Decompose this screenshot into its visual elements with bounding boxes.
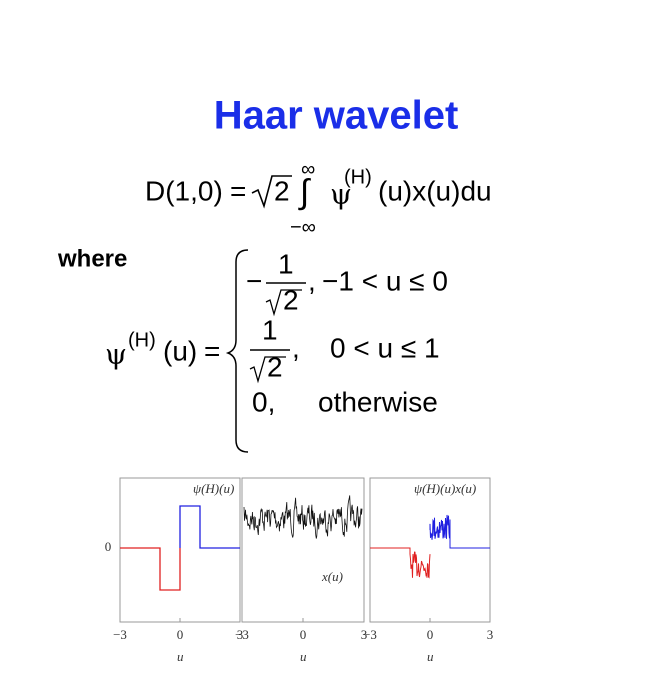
- eq-integrand: (u)x(u)du: [378, 175, 492, 206]
- eq-sup: (H): [344, 166, 372, 188]
- product-pos: [429, 514, 490, 549]
- x-tick-label: 0: [300, 627, 307, 642]
- x-tick-label: 0: [427, 627, 434, 642]
- x-tick-label: 3: [361, 627, 368, 642]
- eq-lhs: D(1,0): [145, 175, 223, 206]
- def-sup: (H): [128, 329, 156, 351]
- plot-frame: [241, 477, 365, 623]
- plot-label: ψ(H)(u)x(u): [414, 481, 476, 496]
- x-tick-label: −3: [235, 627, 249, 642]
- sqrt-sign: [249, 356, 286, 384]
- case1-den: 2: [283, 284, 299, 315]
- case3-value: 0,: [252, 386, 275, 417]
- case3-cond: otherwise: [318, 386, 438, 417]
- eq-lower: −∞: [290, 216, 316, 238]
- x-tick-label: 3: [237, 627, 244, 642]
- case2-num: 1: [262, 314, 278, 345]
- x-tick-label: −3: [113, 627, 127, 642]
- case1-comma: ,: [308, 265, 316, 296]
- case2-comma: ,: [292, 332, 300, 363]
- case1-cond: −1 < u ≤ 0: [322, 265, 448, 296]
- x-label: u: [427, 649, 434, 664]
- product-neg: [370, 547, 431, 579]
- eq-psi: ψ: [330, 178, 352, 211]
- x-label: u: [300, 649, 307, 664]
- where: where: [57, 245, 127, 272]
- eq-upper: ∞: [301, 158, 315, 180]
- title: Haar wavelet: [214, 94, 459, 138]
- x-tick-label: 3: [487, 627, 494, 642]
- plot-label: x(u): [321, 569, 343, 584]
- def-arg: (u): [163, 335, 197, 366]
- case1-sign: −: [246, 265, 262, 296]
- haar-pos: [179, 505, 240, 549]
- x-tick-label: 0: [177, 627, 184, 642]
- y-tick-label: 0: [105, 539, 112, 554]
- x-label: u: [177, 649, 184, 664]
- def-psi: ψ: [105, 338, 127, 371]
- brace: [225, 249, 249, 453]
- eq-integral: ∫: [298, 173, 311, 211]
- plot-label: ψ(H)(u): [193, 481, 234, 496]
- plot-frame: [369, 477, 491, 623]
- case1-num: 1: [278, 248, 294, 279]
- def-equals: =: [204, 335, 220, 366]
- case2-den: 2: [267, 351, 283, 382]
- plots: −3 0 3 u 0 ψ(H)(u) −3 0 3 u x(u) −3 0 3 u ψ(H)(u)x(u): [105, 477, 494, 664]
- sqrt-sign: [265, 289, 302, 317]
- case2-cond: 0 < u ≤ 1: [330, 332, 440, 363]
- signal: [243, 495, 363, 539]
- haar-neg: [120, 547, 181, 591]
- eq-equals: =: [230, 175, 246, 206]
- eq-sqrt-arg: 2: [274, 175, 290, 206]
- x-tick-label: −3: [363, 627, 377, 642]
- sqrt-sign: [251, 175, 292, 209]
